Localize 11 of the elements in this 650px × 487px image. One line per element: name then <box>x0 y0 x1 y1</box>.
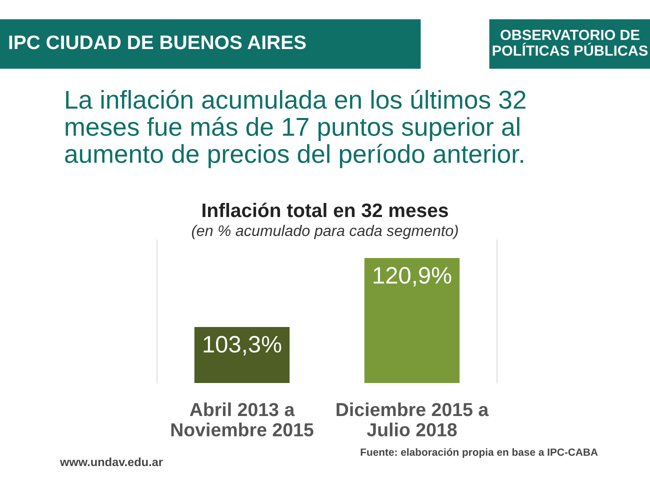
x-tick-label: Diciembre 2015 a Julio 2018 <box>336 402 489 436</box>
chart-title: Inflación total en 32 meses <box>202 202 448 218</box>
data-label: 120,9% <box>374 266 452 286</box>
data-label: 103,3% <box>204 336 282 356</box>
chart-subtitle: (en % acumulado para cada segmento) <box>192 224 458 240</box>
text: La inflación acumulada en los últimos 32 meses fue más de 17 puntos superior al aumento de precios del período anterior. <box>65 90 526 168</box>
text: IPC CIUDAD DE BUENOS AIRES <box>9 35 306 50</box>
text: www.undav.edu.ar <box>60 457 163 466</box>
source-note: Fuente: elaboración propia en base a IPC-CABA <box>360 448 598 458</box>
x-tick-label: Abril 2013 a Noviembre 2015 <box>171 402 314 436</box>
text: OBSERVATORIO DE POLÍTICAS PÚBLICAS <box>492 30 648 56</box>
